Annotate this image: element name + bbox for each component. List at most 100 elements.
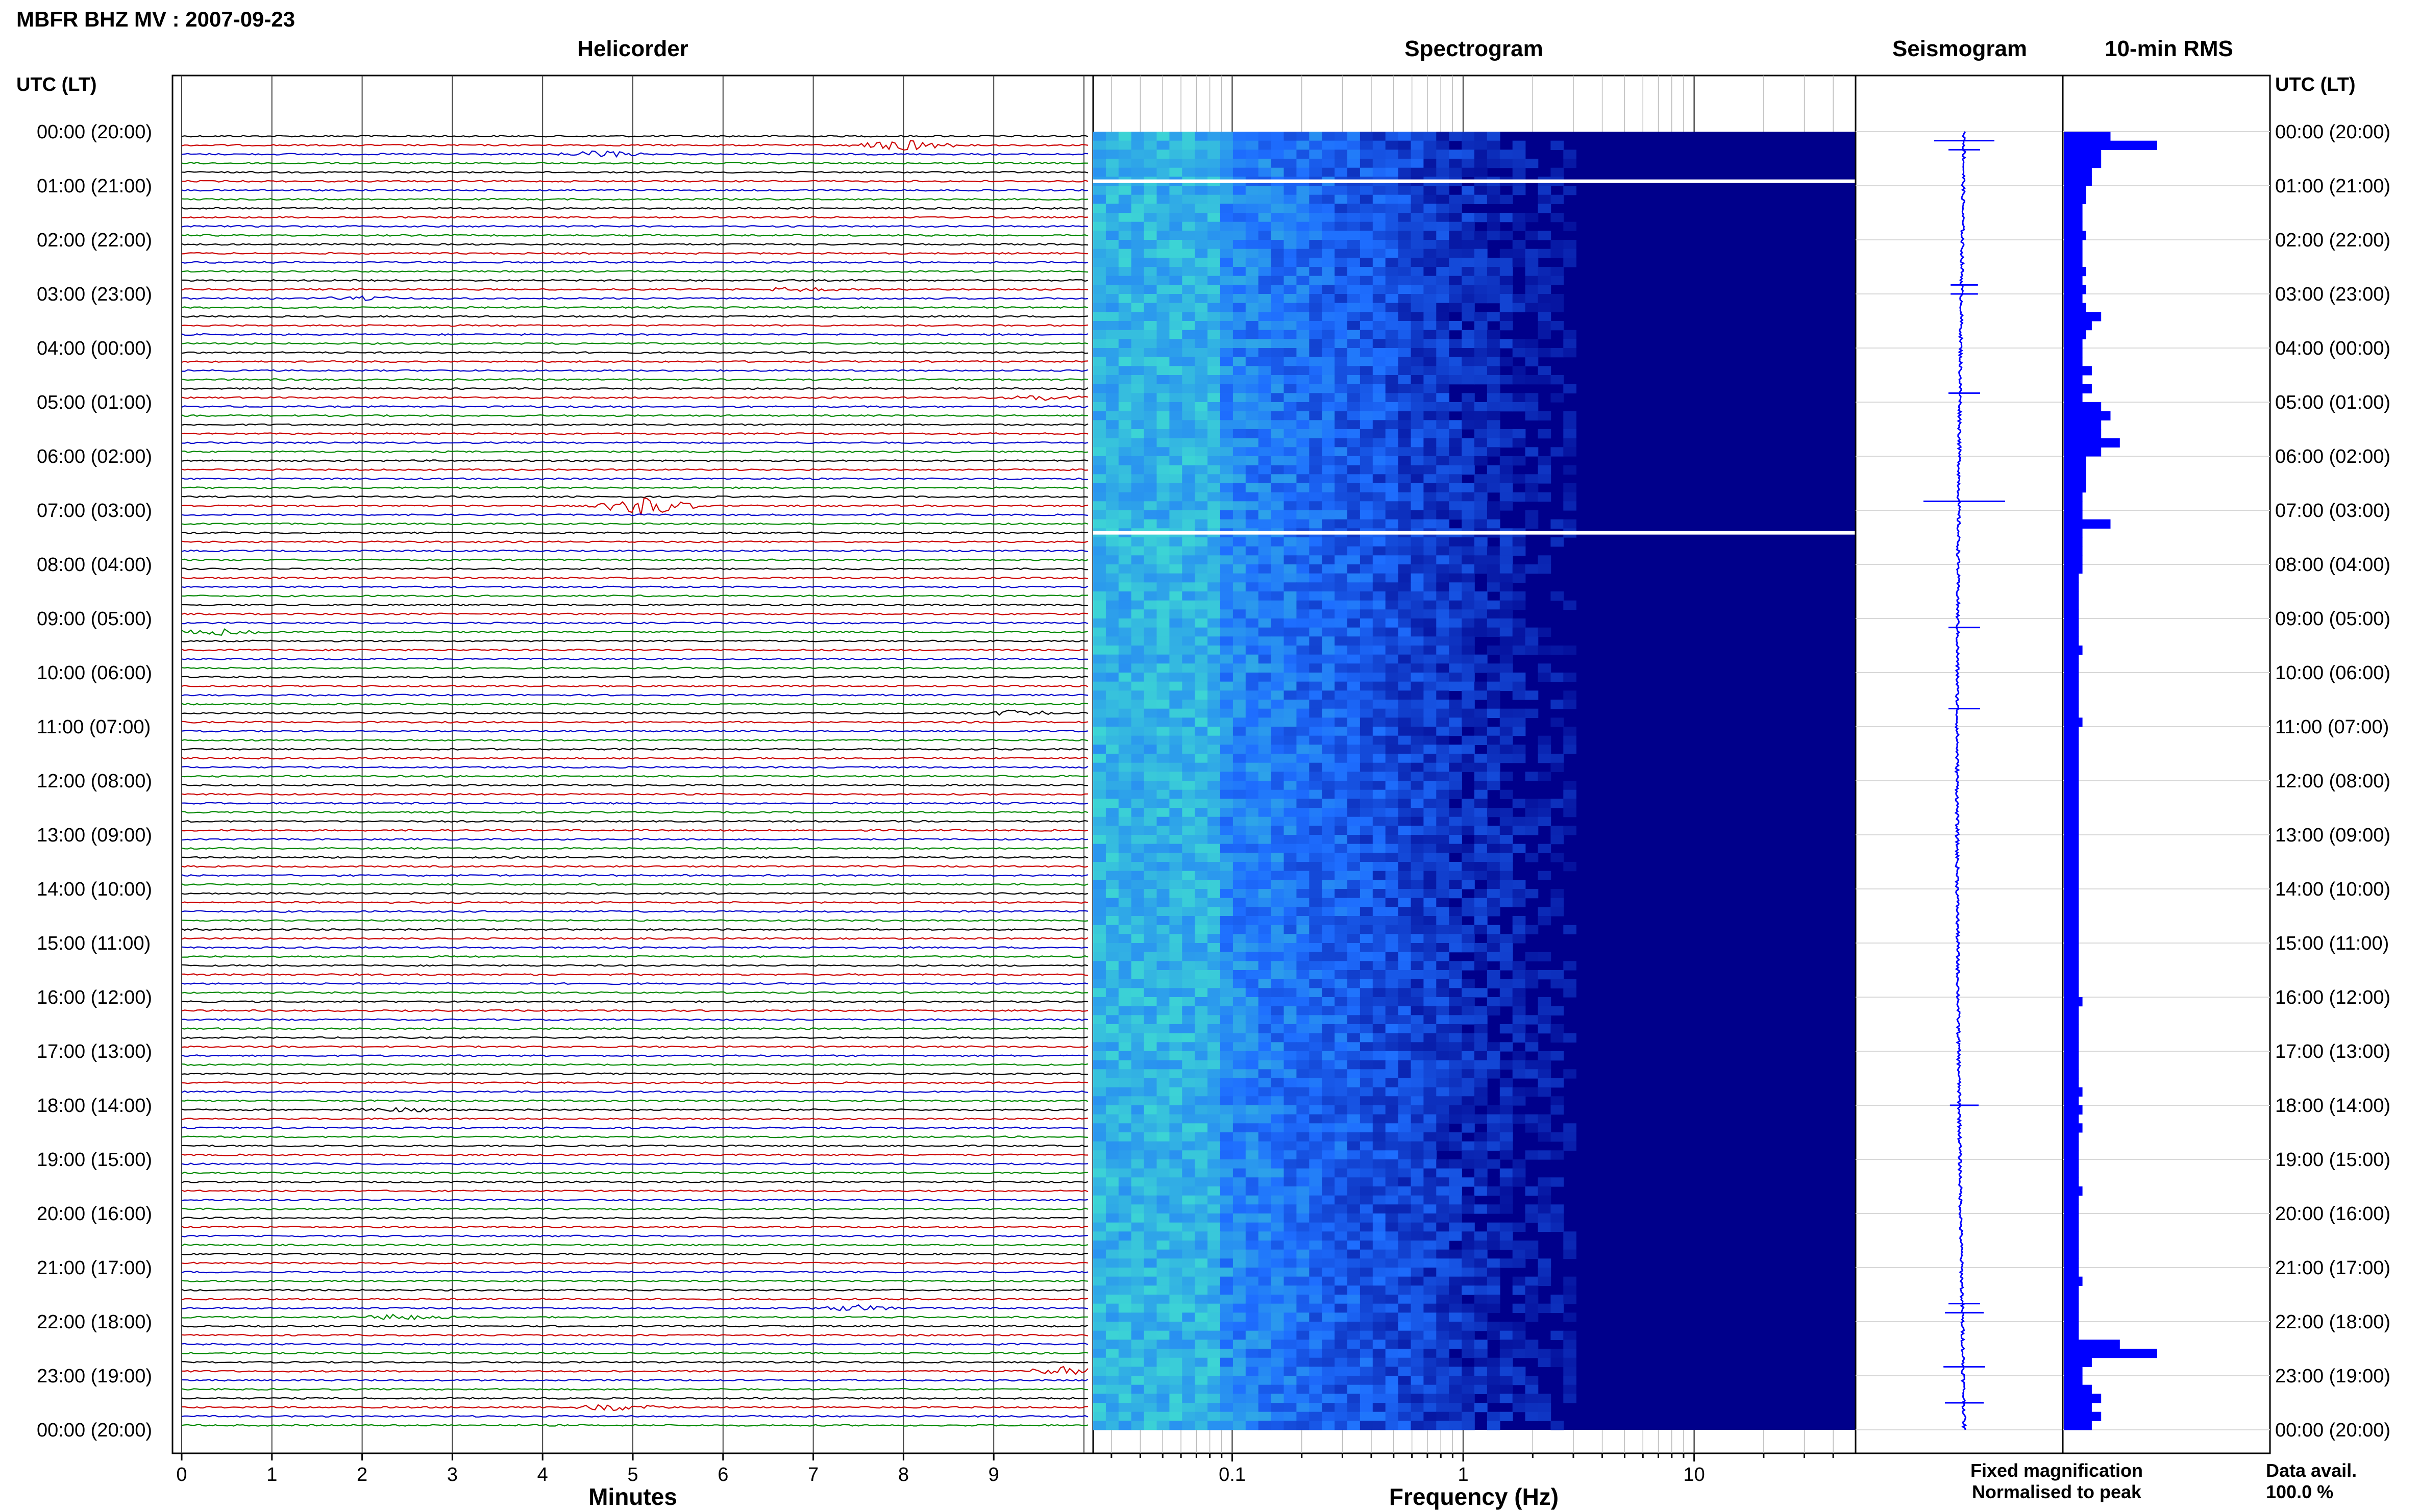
spectrogram-cell <box>1347 132 1361 141</box>
spectrogram-cell <box>1232 1357 1246 1367</box>
spectrogram-cell <box>1283 889 1297 899</box>
spectrogram-cell <box>1105 1330 1119 1340</box>
spectrogram-cell <box>1258 1276 1272 1286</box>
spectrogram-cell <box>1232 276 1246 285</box>
spectrogram-cell <box>1474 1258 1488 1268</box>
spectrogram-cell <box>1525 1276 1539 1286</box>
spectrogram-cell <box>1525 636 1539 646</box>
spectrogram-cell <box>1474 961 1488 971</box>
spectrogram-cell <box>1499 681 1513 691</box>
spectrogram-cell <box>1322 393 1335 403</box>
spectrogram-cell <box>1499 303 1513 312</box>
spectrogram-cell <box>1474 816 1488 826</box>
spectrogram-cell <box>1487 132 1500 141</box>
spectrogram-cell <box>1271 979 1285 988</box>
spectrogram-cell <box>1487 375 1500 385</box>
spectrogram-cell <box>1525 708 1539 718</box>
spectrogram-cell <box>1232 492 1246 502</box>
spectrogram-cell <box>1372 700 1386 709</box>
spectrogram-cell <box>1131 862 1145 872</box>
helicorder-trace <box>182 1018 1089 1021</box>
spectrogram-cell <box>1322 1006 1335 1015</box>
spectrogram-cell <box>1144 384 1157 393</box>
spectrogram-cell <box>1144 510 1157 520</box>
spectrogram-cell <box>1296 483 1310 493</box>
spectrogram-cell <box>1398 1340 1412 1349</box>
utc-lt-header-right: UTC (LT) <box>2275 74 2356 95</box>
spectrogram-cell <box>1462 853 1475 862</box>
spectrogram-cell <box>1322 916 1335 926</box>
spectrogram-cell <box>1195 745 1208 754</box>
helicorder-trace <box>181 261 1089 264</box>
spectrogram-cell <box>1436 1096 1449 1106</box>
spectrogram-cell <box>1220 1357 1233 1367</box>
spectrogram-cell <box>1271 546 1285 556</box>
spectrogram-cell <box>1309 186 1322 195</box>
spectrogram-cell <box>1105 546 1119 556</box>
spectrogram-cell <box>1360 240 1373 250</box>
spectrogram-cell <box>1220 700 1233 709</box>
spectrogram-cell <box>1131 140 1145 150</box>
spectrogram-cell <box>1245 420 1259 430</box>
spectrogram-cell <box>1169 898 1183 907</box>
spectrogram-cell <box>1271 447 1285 457</box>
spectrogram-cell <box>1538 816 1551 826</box>
spectrogram-cell <box>1449 681 1462 691</box>
spectrogram-cell <box>1195 240 1208 250</box>
spectrogram-cell <box>1436 889 1449 899</box>
spectrogram-cell <box>1296 1114 1310 1124</box>
spectrogram-cell <box>1436 762 1449 772</box>
spectrogram-cell <box>1538 348 1551 358</box>
spectrogram-cell <box>1423 447 1437 457</box>
spectrogram-cell <box>1347 727 1361 736</box>
spectrogram-cell <box>1385 844 1399 853</box>
spectrogram-cell <box>1474 735 1488 745</box>
spectrogram-cell <box>1131 808 1145 817</box>
spectrogram-cell <box>1296 1033 1310 1043</box>
spectrogram-cell <box>1411 735 1424 745</box>
spectrogram-cell <box>1245 762 1259 772</box>
spectrogram-cell <box>1156 411 1170 420</box>
spectrogram-cell <box>1398 1376 1412 1385</box>
helicorder-trace <box>181 558 1089 561</box>
spectrogram-cell <box>1258 826 1272 835</box>
spectrogram-cell <box>1372 853 1386 862</box>
spectrogram-cell <box>1271 708 1285 718</box>
spectrogram-cell <box>1462 492 1475 502</box>
spectrogram-cell <box>1105 636 1119 646</box>
spectrogram-cell <box>1131 1241 1145 1250</box>
spectrogram-cell <box>1462 898 1475 907</box>
spectrogram-cell <box>1385 1042 1399 1052</box>
spectrogram-cell <box>1525 519 1539 529</box>
spectrogram-cell <box>1232 970 1246 980</box>
spectrogram-cell <box>1322 636 1335 646</box>
spectrogram-cell <box>1156 510 1170 520</box>
spectrogram-cell <box>1360 465 1373 475</box>
spectrogram-cell <box>1550 1105 1564 1115</box>
spectrogram-cell <box>1220 1340 1233 1349</box>
spectrogram-cell <box>1372 375 1386 385</box>
spectrogram-cell <box>1436 799 1449 808</box>
spectrogram-cell <box>1385 330 1399 339</box>
spectrogram-cell <box>1169 762 1183 772</box>
spectrogram-cell <box>1372 1285 1386 1295</box>
spectrogram-cell <box>1309 249 1322 258</box>
helicorder-trace <box>181 1045 1089 1048</box>
spectrogram-cell <box>1207 1123 1221 1133</box>
spectrogram-cell <box>1360 348 1373 358</box>
spectrogram-cell <box>1296 375 1310 385</box>
spectrogram-cell <box>1245 285 1259 294</box>
spectrogram-cell <box>1232 1042 1246 1052</box>
spectrogram-cell <box>1169 600 1183 610</box>
spectrogram-cell <box>1474 510 1488 520</box>
spectrogram-cell <box>1309 483 1322 493</box>
time-label-left: 03:00 (23:00) <box>37 284 152 305</box>
spectrogram-cell <box>1169 997 1183 1007</box>
spectrogram-cell <box>1398 564 1412 574</box>
spectrogram-cell <box>1398 1186 1412 1196</box>
spectrogram-cell <box>1487 402 1500 412</box>
spectrogram-cell <box>1245 1042 1259 1052</box>
spectrogram-cell <box>1245 889 1259 899</box>
spectrogram-cell <box>1093 735 1106 745</box>
spectrogram-cell <box>1169 1222 1183 1232</box>
